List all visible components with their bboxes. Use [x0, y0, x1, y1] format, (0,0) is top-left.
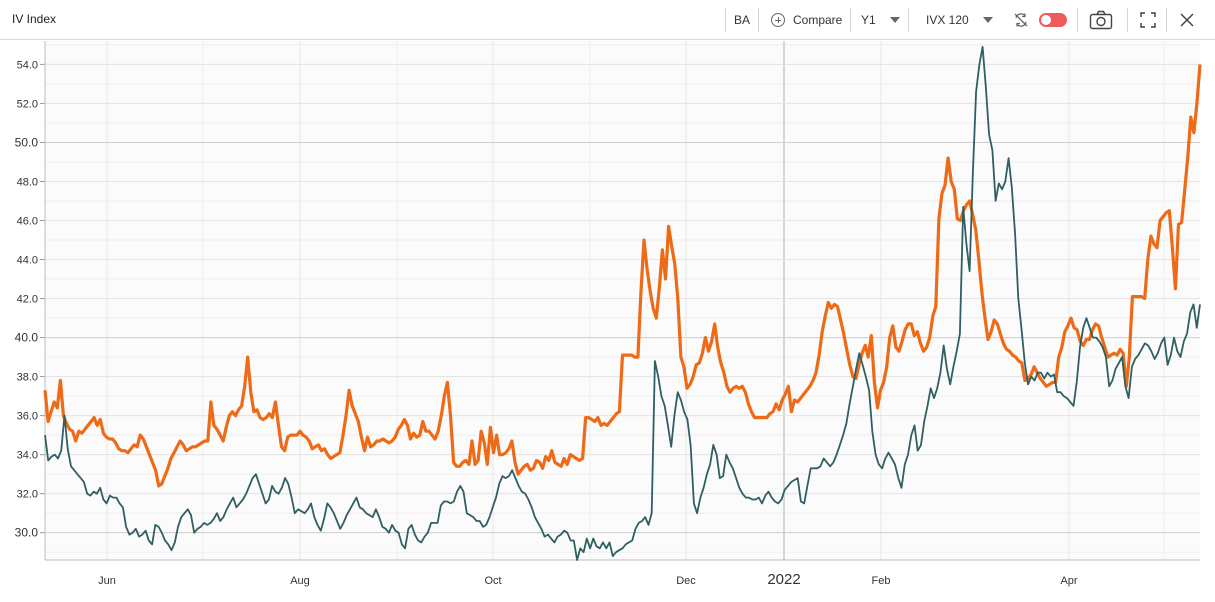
y-tick-label: 40.0 [15, 331, 39, 345]
series-line-orange [43, 64, 1202, 488]
y-tick-label: 34.0 [17, 450, 38, 462]
y-tick-label: 38.0 [17, 372, 38, 384]
x-tick-label: Dec [676, 575, 696, 587]
x-tick-label: Oct [484, 575, 501, 587]
x-tick-label: 2022 [767, 571, 800, 588]
screenshot-button[interactable] [1089, 0, 1113, 40]
period-value: Y1 [861, 13, 876, 27]
y-tick-label: 46.0 [17, 216, 38, 228]
y-tick-label: 30.0 [15, 526, 39, 540]
ticker-label[interactable]: BA [734, 13, 751, 27]
compare-label: Compare [793, 13, 843, 27]
measure-select[interactable]: IVX 120 [926, 0, 993, 40]
sync-off-icon [1014, 13, 1028, 27]
chevron-down-icon [982, 17, 993, 23]
sync-toggle-button[interactable] [1013, 0, 1029, 40]
fullscreen-button[interactable] [1140, 0, 1156, 40]
toggle-knob [1041, 15, 1051, 25]
y-tick-label: 44.0 [17, 255, 38, 267]
toolbar-separator [908, 8, 909, 32]
measure-value: IVX 120 [926, 13, 969, 27]
chart-title: IV Index [12, 12, 57, 26]
toolbar-separator [1166, 8, 1167, 32]
y-tick-label: 48.0 [17, 176, 38, 188]
close-icon [1180, 13, 1194, 27]
toolbar: IV Index BA Compare Y1 IVX 120 [0, 0, 1215, 40]
y-tick-label: 54.0 [17, 59, 38, 71]
plot-background [45, 41, 1200, 560]
toolbar-separator [1127, 8, 1128, 32]
x-tick-label: Aug [290, 575, 310, 587]
x-tick-label: Apr [1060, 575, 1077, 587]
toggle-track [1039, 13, 1067, 27]
y-tick-label: 32.0 [17, 489, 38, 501]
chart-svg[interactable]: 30.0 32.0 34.0 36.0 38.0 40.0 42.0 44.0 46.0 48.0… [0, 41, 1215, 597]
toggle-switch[interactable] [1039, 0, 1067, 40]
toolbar-separator [850, 8, 851, 32]
period-select[interactable]: Y1 [861, 0, 900, 40]
y-tick-label: 52.0 [17, 98, 38, 110]
x-tick-label: Feb [872, 575, 891, 587]
chart-area: 30.0 32.0 34.0 36.0 38.0 40.0 42.0 44.0 46.0 48.0… [0, 41, 1215, 597]
fullscreen-icon [1140, 12, 1156, 28]
chevron-down-icon [889, 17, 900, 23]
y-tick-label: 42.0 [17, 294, 38, 306]
toolbar-separator [758, 8, 759, 32]
close-button[interactable] [1180, 0, 1194, 40]
toolbar-separator [1077, 8, 1078, 32]
camera-icon [1089, 10, 1113, 30]
series-line-teal [44, 46, 1201, 561]
toolbar-separator [725, 8, 726, 32]
y-tick-label: 36.0 [17, 411, 38, 423]
plus-circle-icon [771, 13, 785, 27]
y-tick-label: 50.0 [15, 135, 39, 149]
compare-button[interactable]: Compare [771, 0, 842, 40]
x-tick-label: Jun [98, 575, 116, 587]
